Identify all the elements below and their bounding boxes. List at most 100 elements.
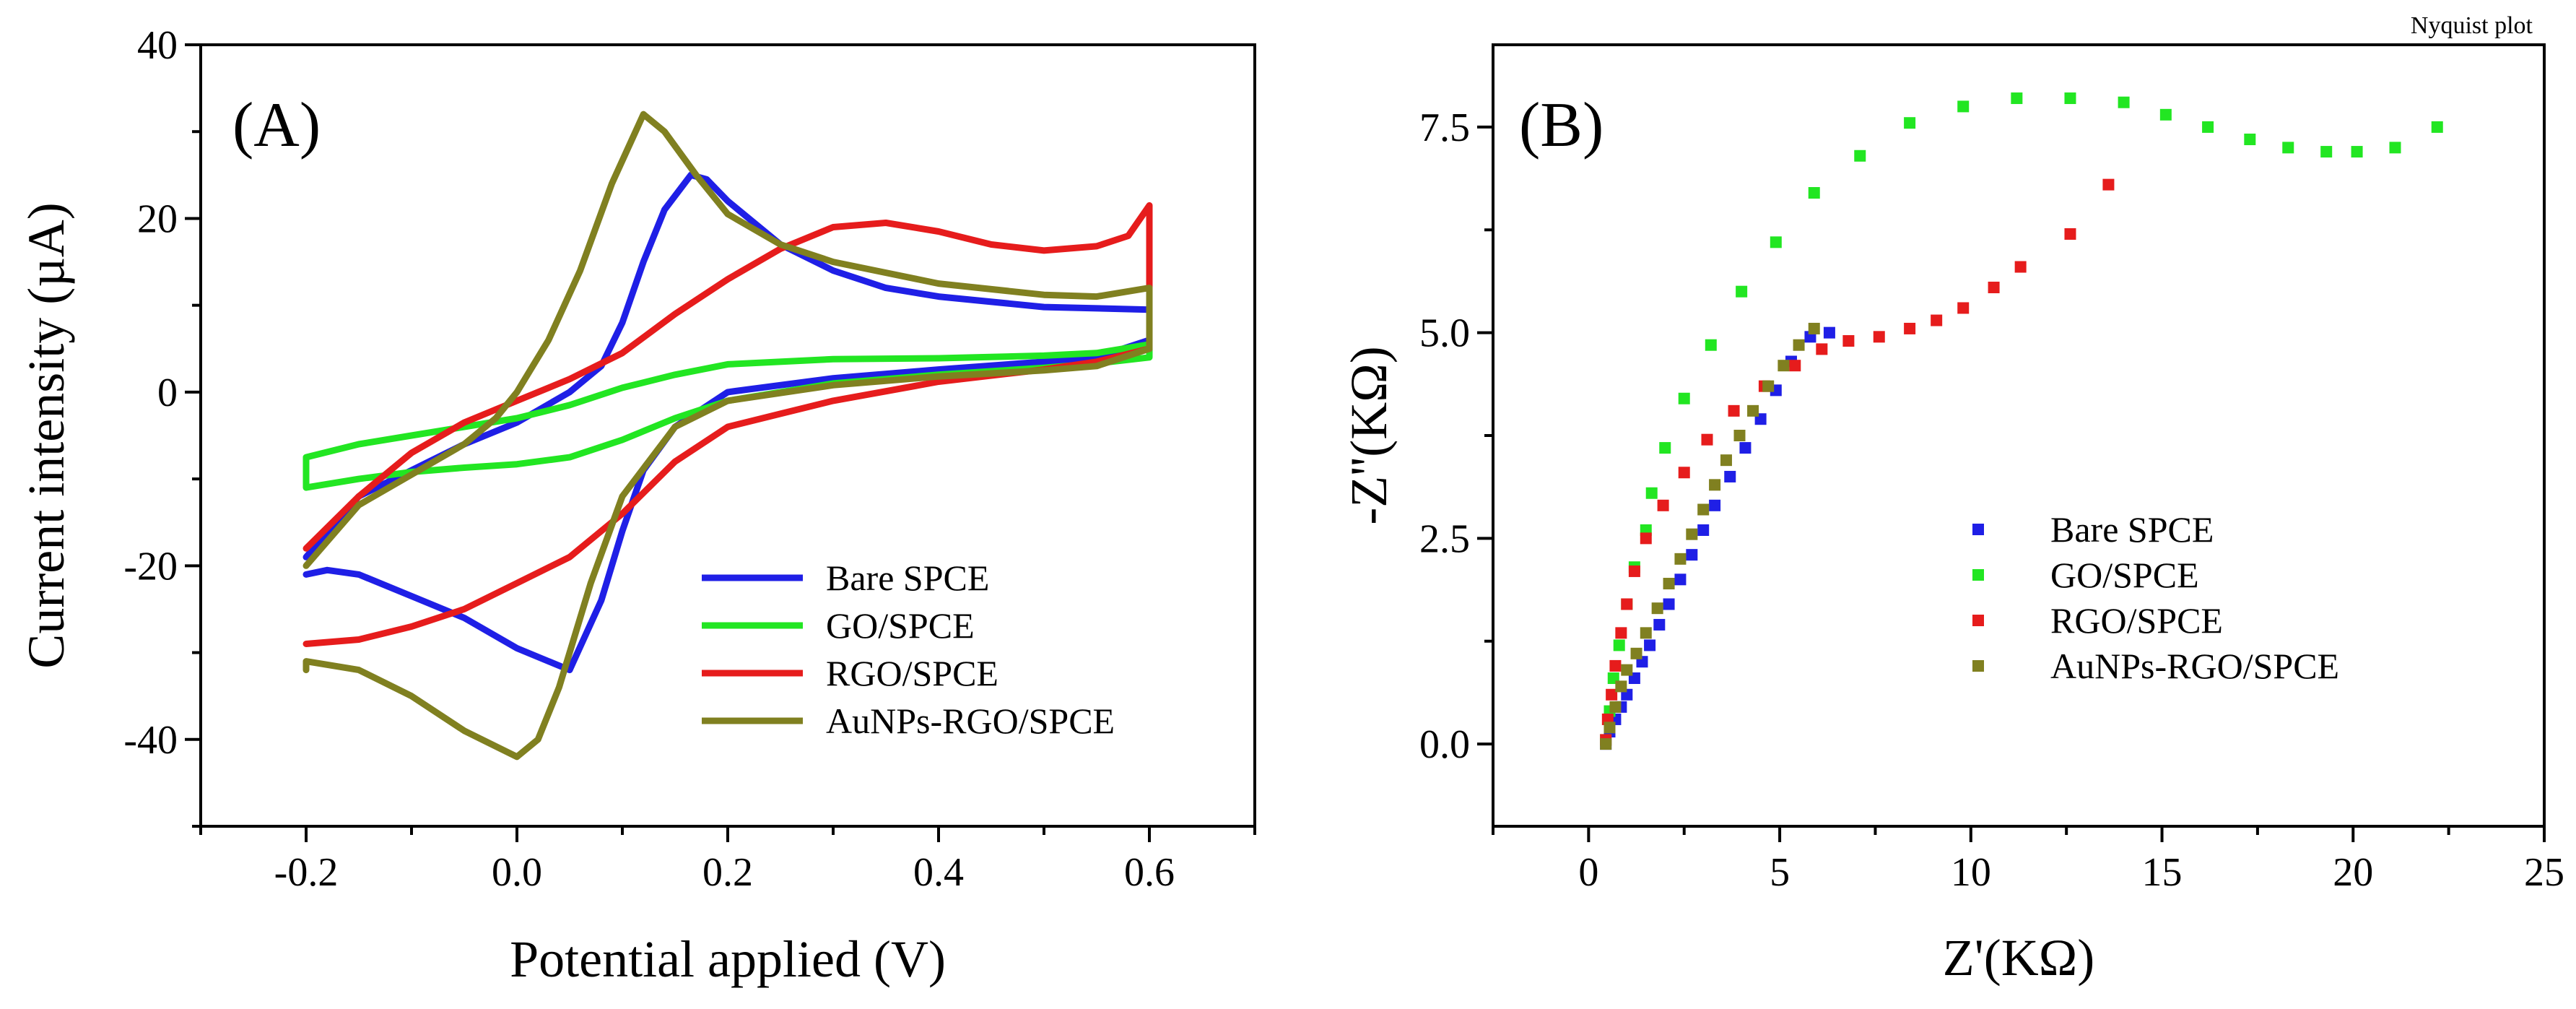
- legend-swatch-aunps-rgo-spce: [1972, 660, 1984, 672]
- data-point: [1793, 339, 1805, 351]
- data-point: [1904, 117, 1916, 129]
- y-tick-label: 0.0: [1419, 722, 1470, 767]
- data-point: [1613, 639, 1625, 651]
- x-tick-label: 0.6: [1124, 850, 1175, 895]
- data-point: [1705, 339, 1717, 351]
- data-point: [2244, 133, 2256, 145]
- legend-label-go-spce: GO/SPCE: [826, 605, 975, 646]
- data-point: [1770, 236, 1782, 248]
- data-point: [1621, 598, 1633, 610]
- data-point: [2014, 261, 2027, 273]
- data-point: [1736, 285, 1748, 298]
- data-point: [2320, 146, 2333, 158]
- data-point: [1747, 404, 1759, 417]
- panel-b-series: [1600, 92, 2443, 750]
- data-point: [1657, 499, 1669, 511]
- y-tick-label: -20: [123, 544, 178, 589]
- data-point: [1628, 565, 1640, 577]
- data-point: [2011, 92, 2023, 105]
- data-point: [1873, 331, 1885, 343]
- data-point: [1988, 281, 2000, 293]
- data-point: [1606, 688, 1618, 701]
- data-point: [1823, 326, 1835, 339]
- data-point: [1904, 322, 1916, 334]
- legend-swatch-rgo-spce: [1972, 615, 1984, 626]
- data-point: [1686, 549, 1698, 561]
- data-point: [1697, 503, 1710, 516]
- y-tick-label: 7.5: [1419, 105, 1470, 150]
- panel-a-ticks: -0.2 0.0 0.2 0.4 0.6 -40 -20 0 20 40: [123, 23, 1256, 895]
- x-tick-label: 15: [2142, 850, 2183, 895]
- legend-label-aunps-rgo-spce: AuNPs-RGO/SPCE: [826, 701, 1115, 741]
- data-point: [1686, 528, 1698, 540]
- x-tick-label: -0.2: [274, 850, 339, 895]
- data-point: [2118, 96, 2130, 108]
- panel-b-plot-frame: [1492, 43, 2546, 828]
- series-points-rgo-spce: [1600, 178, 2115, 746]
- data-point: [1777, 360, 1790, 372]
- data-point: [1842, 335, 1855, 347]
- data-point: [1653, 618, 1666, 631]
- legend-label-rgo-spce: RGO/SPCE: [2050, 600, 2223, 641]
- data-point: [1645, 487, 1658, 499]
- panel-b-legend: Bare SPCE GO/SPCE RGO/SPCE AuNPs-RGO/SPCE: [1972, 509, 2339, 686]
- panel-b-ticks: 0 5 10 15 20 25 0.0 2.5 5.0 7.5: [1419, 105, 2564, 895]
- data-point: [1621, 664, 1633, 676]
- data-point: [1663, 598, 1675, 610]
- data-point: [1789, 360, 1801, 372]
- data-point: [1615, 680, 1627, 693]
- data-point: [1762, 380, 1775, 392]
- legend-swatch-bare-spce: [1972, 524, 1984, 535]
- series-line-go-spce: [303, 341, 1153, 491]
- data-point: [2351, 146, 2363, 158]
- data-point: [2202, 121, 2214, 133]
- data-point: [1659, 442, 1671, 454]
- data-point: [1600, 738, 1612, 750]
- legend-swatch-go-spce: [1972, 569, 1984, 581]
- data-point: [1640, 627, 1652, 639]
- series-line-rgo-spce: [303, 202, 1153, 647]
- y-tick-label: -40: [123, 718, 178, 763]
- series-points-aunps-rgo-spce: [1600, 322, 1820, 750]
- data-point: [2064, 228, 2076, 240]
- data-point: [2064, 92, 2076, 105]
- data-point: [1957, 302, 1970, 314]
- panel-b-nyquist: 0 5 10 15 20 250.02.55.07.5 (B) Nyquist plot …: [1340, 12, 2564, 987]
- data-point: [1724, 470, 1736, 482]
- data-point: [1957, 100, 1970, 113]
- panel-a-series: [303, 111, 1153, 761]
- data-point: [1808, 322, 1820, 334]
- data-point: [1663, 578, 1675, 590]
- data-point: [1630, 647, 1642, 659]
- data-point: [1678, 392, 1690, 404]
- panel-a-x-axis-label: Potential applied (V): [510, 930, 946, 988]
- panel-a-legend: Bare SPCE GO/SPCE RGO/SPCE AuNPs-RGO/SPCE: [702, 558, 1115, 741]
- x-tick-label: 0.0: [492, 850, 542, 895]
- data-point: [1816, 343, 1828, 355]
- data-point: [1720, 454, 1732, 467]
- panel-b-x-axis-label: Z'(KΩ): [1943, 929, 2094, 987]
- data-point: [1609, 701, 1622, 713]
- panel-a-label: (A): [232, 90, 321, 160]
- data-point: [1854, 150, 1866, 162]
- legend-label-rgo-spce: RGO/SPCE: [826, 653, 998, 693]
- data-point: [1674, 573, 1687, 586]
- data-point: [1615, 627, 1627, 639]
- data-point: [1609, 659, 1622, 672]
- data-point: [1701, 433, 1713, 446]
- data-point: [2282, 142, 2294, 154]
- x-tick-label: 5: [1770, 850, 1790, 895]
- x-tick-label: 25: [2524, 850, 2564, 895]
- data-point: [1931, 314, 1943, 326]
- x-tick-label: 0.4: [913, 850, 964, 895]
- data-point: [2389, 142, 2401, 154]
- x-tick-label: 0.2: [702, 850, 753, 895]
- panel-a-y-axis-label: Current intensity (µA): [17, 202, 75, 668]
- panel-b-label: (B): [1519, 90, 1604, 160]
- data-point: [1739, 442, 1752, 454]
- data-point: [1709, 479, 1721, 491]
- panel-b-y-axis-label: -Z''(KΩ): [1340, 346, 1398, 524]
- y-tick-label: 5.0: [1419, 311, 1470, 356]
- y-tick-label: 20: [137, 196, 178, 241]
